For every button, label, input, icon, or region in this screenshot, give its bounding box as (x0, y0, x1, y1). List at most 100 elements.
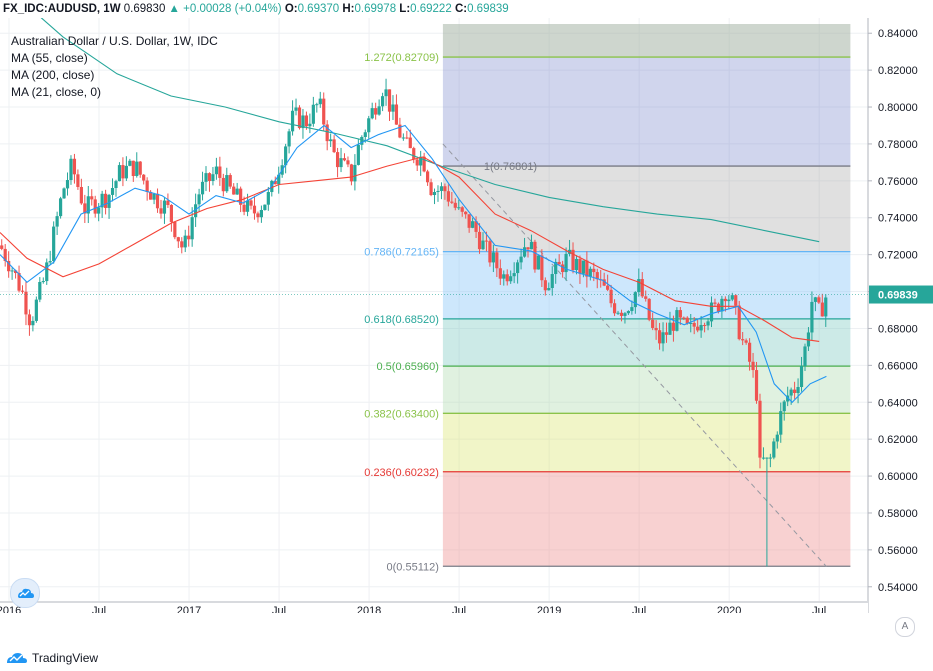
candle (633, 291, 637, 314)
candle (817, 295, 821, 304)
fib-level-label: 1(0.76801) (484, 161, 537, 173)
candle-body (325, 124, 329, 142)
candle-body (474, 221, 478, 232)
candle (439, 182, 444, 200)
candle-body (394, 104, 399, 125)
legend-title: Australian Dollar / U.S. Dollar, 1W, IDC (11, 34, 218, 48)
candle (155, 188, 160, 213)
candle (474, 216, 478, 238)
candle (699, 315, 703, 338)
candle (308, 113, 312, 134)
candle (578, 255, 582, 284)
candle-body (446, 191, 450, 202)
candle (657, 322, 662, 350)
candle-body (152, 193, 156, 200)
candle (128, 158, 132, 167)
candle-body (155, 193, 160, 209)
candle-body (668, 322, 672, 335)
candle-body (211, 174, 215, 182)
candle-body (758, 400, 762, 458)
candle-body (723, 298, 727, 302)
candle-body (387, 89, 392, 112)
price-tick-label: 0.78000 (878, 139, 918, 151)
candle-body (72, 158, 77, 175)
candle (668, 311, 672, 335)
candle-body (256, 213, 260, 218)
candle (190, 207, 194, 247)
candle-body (734, 295, 738, 306)
low-label: L: (399, 3, 411, 15)
price-tick-label: 0.72000 (878, 250, 918, 262)
candle (263, 204, 267, 211)
fib-zone (442, 413, 851, 472)
legend-ma200[interactable]: MA (200, close) (11, 68, 95, 82)
candle (169, 204, 173, 232)
candle-body (93, 199, 97, 214)
candle-body (543, 280, 547, 291)
candle (713, 298, 717, 308)
candle-body (207, 173, 212, 182)
legend-ma55[interactable]: MA (55, close) (11, 51, 88, 65)
candle-body (481, 240, 485, 250)
candle-body (117, 165, 122, 182)
price-change: +0.00028 (+0.04%) (183, 3, 282, 15)
candle (214, 157, 218, 180)
close-value: 0.69839 (467, 3, 509, 15)
candle-body (142, 174, 146, 181)
candle (287, 128, 291, 154)
candle (564, 247, 568, 281)
candle-body (287, 131, 291, 147)
candle-body (651, 319, 655, 328)
price-chart[interactable]: 1.272(0.82709) 1(0.76801) 0.786(0.72165) 0.… (0, 0, 933, 617)
candle-body (512, 273, 516, 277)
candle (446, 184, 450, 207)
chart-area[interactable]: 1.272(0.82709) 1(0.76801) 0.786(0.72165) 0.… (0, 0, 933, 617)
candle-body (377, 106, 381, 115)
legend-ma21[interactable]: MA (21, close, 0) (11, 85, 102, 99)
candle-body (311, 104, 315, 124)
candle (460, 206, 464, 217)
candle-body (391, 104, 395, 112)
candle (429, 178, 433, 197)
candle-body (540, 255, 544, 281)
candle-body (706, 321, 710, 326)
ma21-line (0, 124, 827, 404)
candle (775, 431, 779, 449)
candle (211, 167, 215, 186)
candle (505, 269, 509, 286)
candle (221, 173, 225, 197)
time-tick-label: 2020 (717, 605, 741, 613)
candle (654, 320, 658, 340)
candle-body (803, 346, 807, 367)
candle-body (578, 258, 582, 274)
candle (796, 378, 800, 404)
auto-scale-button[interactable]: A (895, 617, 915, 637)
candle (471, 217, 475, 229)
fib-level-label: 0.618(0.68520) (364, 314, 439, 326)
candle-body (491, 252, 495, 263)
fib-zone (442, 366, 851, 414)
candle (609, 284, 613, 308)
candle-body (775, 434, 779, 442)
candle (176, 236, 180, 248)
candle (412, 146, 416, 164)
candle (159, 199, 163, 219)
candle (467, 214, 471, 233)
candle (696, 318, 700, 333)
candle (516, 259, 520, 284)
tradingview-logo-icon (7, 653, 27, 663)
candle-body (363, 132, 367, 137)
symbol-name: FX_IDC:AUDUSD, 1W (3, 3, 121, 15)
candle (367, 115, 371, 139)
candle (117, 162, 122, 182)
candle-body (661, 332, 665, 344)
candle-body (104, 193, 108, 208)
candle (76, 169, 80, 190)
candle (519, 248, 523, 270)
candle-body (633, 292, 637, 308)
tradingview-logo-badge[interactable] (10, 578, 40, 608)
candle-body (342, 158, 347, 161)
candle-body (360, 136, 364, 145)
candle-body (228, 175, 232, 187)
candle-body (31, 320, 35, 326)
